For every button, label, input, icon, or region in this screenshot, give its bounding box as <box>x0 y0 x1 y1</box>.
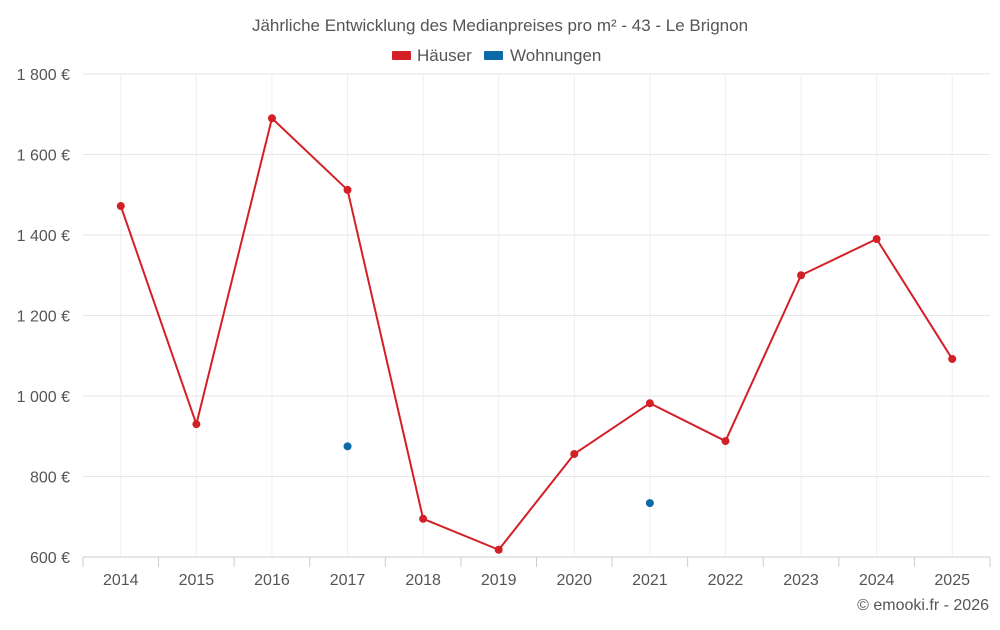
x-tick-label: 2018 <box>405 572 441 589</box>
data-point-haeuser-2018[interactable] <box>419 514 428 523</box>
data-point-haeuser-2025[interactable] <box>948 354 957 363</box>
series-layer <box>116 114 957 554</box>
legend-swatch-wohnungen <box>484 51 503 60</box>
series-line-haeuser <box>119 117 954 551</box>
data-point-wohnungen-2021[interactable] <box>645 499 654 508</box>
legend-swatch-haeuser <box>392 51 411 60</box>
y-tick-label: 1 400 € <box>17 228 70 245</box>
credit-text: © emooki.fr - 2026 <box>857 597 989 614</box>
x-tick-label: 2014 <box>103 572 139 589</box>
x-axis: 2014 2015 2016 2017 2018 2019 2020 2021 2022 2023… <box>82 556 991 589</box>
y-tick-label: 600 € <box>30 550 70 567</box>
data-point-haeuser-2024[interactable] <box>872 235 881 244</box>
x-tick-label: 2025 <box>934 572 970 589</box>
data-point-haeuser-2016[interactable] <box>267 114 276 123</box>
data-point-haeuser-2014[interactable] <box>116 202 125 211</box>
x-tick-label: 2019 <box>481 572 517 589</box>
legend-label-haeuser: Häuser <box>417 46 472 65</box>
data-point-haeuser-2020[interactable] <box>570 449 579 458</box>
y-tick-label: 1 200 € <box>17 309 70 326</box>
y-tick-label: 1 800 € <box>17 67 70 84</box>
data-point-haeuser-2023[interactable] <box>797 271 806 280</box>
data-point-haeuser-2015[interactable] <box>192 420 201 429</box>
data-point-wohnungen-2017[interactable] <box>343 442 352 451</box>
x-tick-label: 2023 <box>783 572 819 589</box>
x-tick-label: 2015 <box>179 572 215 589</box>
x-tick-label: 2017 <box>330 572 366 589</box>
x-tick-label: 2024 <box>859 572 895 589</box>
x-tick-label: 2022 <box>708 572 744 589</box>
x-tick-label: 2020 <box>556 572 592 589</box>
legend-label-wohnungen: Wohnungen <box>510 46 601 65</box>
legend[interactable]: Häuser Wohnungen <box>392 46 601 65</box>
y-tick-label: 800 € <box>30 470 70 487</box>
x-tick-label: 2016 <box>254 572 290 589</box>
chart-title: Jährliche Entwicklung des Medianpreises … <box>252 16 748 35</box>
y-tick-label: 1 000 € <box>17 389 70 406</box>
data-point-haeuser-2022[interactable] <box>721 437 730 446</box>
x-tick-label: 2021 <box>632 572 668 589</box>
y-tick-label: 1 600 € <box>17 148 70 165</box>
data-point-haeuser-2017[interactable] <box>343 185 352 194</box>
y-axis: 600 € 800 € 1 000 € 1 200 € 1 400 € 1 600 € 1 … <box>17 67 70 567</box>
grid <box>83 73 990 557</box>
data-point-haeuser-2019[interactable] <box>494 545 503 554</box>
legend-item-haeuser[interactable]: Häuser <box>392 46 472 65</box>
legend-item-wohnungen[interactable]: Wohnungen <box>484 46 601 65</box>
data-point-haeuser-2021[interactable] <box>645 399 654 408</box>
